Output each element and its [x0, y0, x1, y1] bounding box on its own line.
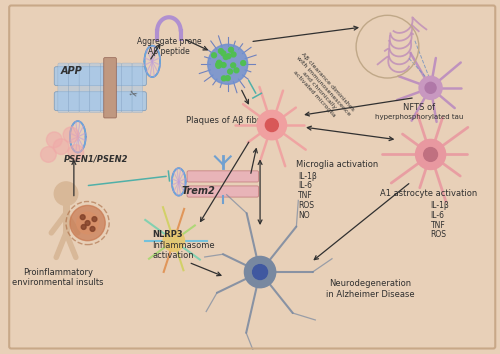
- Text: TNF: TNF: [298, 191, 313, 200]
- Circle shape: [228, 47, 234, 52]
- Circle shape: [163, 230, 184, 251]
- Text: TNF: TNF: [430, 221, 446, 229]
- Text: IL-1β: IL-1β: [298, 172, 317, 181]
- Circle shape: [70, 205, 105, 241]
- FancyBboxPatch shape: [187, 171, 258, 182]
- Circle shape: [54, 139, 69, 154]
- Text: Plaques of Aβ fibrils: Plaques of Aβ fibrils: [186, 116, 270, 125]
- FancyBboxPatch shape: [79, 63, 90, 113]
- Text: Aβ clearance diminishes
with immunosenescence
and chronically
activated microgli: Aβ clearance diminishes with immunosenes…: [286, 51, 356, 124]
- Circle shape: [240, 61, 246, 65]
- Circle shape: [252, 264, 268, 280]
- Circle shape: [221, 63, 226, 68]
- Circle shape: [212, 53, 216, 58]
- Text: Inflammasome: Inflammasome: [152, 241, 215, 250]
- Circle shape: [46, 132, 62, 148]
- Circle shape: [218, 48, 224, 53]
- Circle shape: [85, 221, 90, 225]
- Circle shape: [226, 76, 230, 81]
- FancyBboxPatch shape: [54, 67, 146, 86]
- Circle shape: [416, 139, 446, 170]
- Text: APP: APP: [61, 66, 83, 76]
- FancyBboxPatch shape: [90, 63, 101, 113]
- Text: hyperphosphorylated tau: hyperphosphorylated tau: [374, 114, 463, 120]
- Text: IL-6: IL-6: [298, 181, 312, 190]
- Circle shape: [424, 148, 438, 161]
- Text: Microglia activation: Microglia activation: [296, 160, 378, 169]
- Text: Aggregate prone: Aggregate prone: [136, 37, 201, 46]
- Text: PSEN1/PSEN2: PSEN1/PSEN2: [64, 155, 128, 164]
- Circle shape: [81, 224, 86, 229]
- FancyBboxPatch shape: [68, 63, 80, 113]
- Circle shape: [68, 145, 84, 160]
- FancyBboxPatch shape: [122, 63, 132, 113]
- Text: A1 astrocyte activation: A1 astrocyte activation: [380, 189, 477, 198]
- Circle shape: [216, 63, 221, 68]
- FancyBboxPatch shape: [187, 186, 258, 197]
- Circle shape: [257, 110, 286, 140]
- Circle shape: [244, 256, 276, 288]
- Text: Proinflammatory: Proinflammatory: [23, 268, 93, 276]
- Text: environmental insults: environmental insults: [12, 278, 104, 287]
- Circle shape: [222, 76, 226, 81]
- Circle shape: [80, 215, 85, 219]
- Circle shape: [230, 63, 235, 68]
- Circle shape: [40, 147, 56, 162]
- FancyBboxPatch shape: [54, 92, 146, 110]
- Text: activation: activation: [152, 251, 194, 260]
- Circle shape: [425, 82, 436, 93]
- Circle shape: [77, 212, 98, 234]
- Text: ROS: ROS: [430, 230, 446, 239]
- Text: NO: NO: [298, 211, 310, 220]
- Circle shape: [63, 127, 79, 143]
- Text: IL-1β: IL-1β: [430, 201, 450, 210]
- Text: NLRP3: NLRP3: [152, 230, 183, 239]
- Circle shape: [419, 76, 442, 99]
- Circle shape: [216, 60, 222, 65]
- Circle shape: [216, 62, 220, 67]
- Circle shape: [224, 55, 228, 59]
- Circle shape: [208, 44, 248, 84]
- Text: ✂: ✂: [127, 87, 138, 100]
- Circle shape: [90, 227, 95, 232]
- Text: in Alzheimer Disease: in Alzheimer Disease: [326, 290, 414, 299]
- FancyBboxPatch shape: [100, 63, 111, 113]
- Circle shape: [221, 51, 226, 56]
- FancyBboxPatch shape: [104, 58, 117, 118]
- Circle shape: [218, 62, 222, 67]
- Circle shape: [54, 182, 78, 205]
- Circle shape: [266, 119, 278, 132]
- Text: Trem2: Trem2: [182, 186, 216, 196]
- FancyBboxPatch shape: [132, 63, 143, 113]
- FancyBboxPatch shape: [58, 63, 68, 113]
- Circle shape: [92, 217, 97, 222]
- Text: IL-6: IL-6: [430, 211, 444, 220]
- Circle shape: [228, 69, 232, 74]
- Circle shape: [226, 54, 231, 59]
- Text: ROS: ROS: [298, 201, 314, 210]
- Text: NFTS of: NFTS of: [403, 103, 435, 112]
- Circle shape: [231, 52, 236, 57]
- Circle shape: [234, 68, 239, 73]
- FancyBboxPatch shape: [111, 63, 122, 113]
- Text: Aβ peptide: Aβ peptide: [148, 47, 190, 56]
- Text: Neurodegeneration: Neurodegeneration: [329, 279, 411, 288]
